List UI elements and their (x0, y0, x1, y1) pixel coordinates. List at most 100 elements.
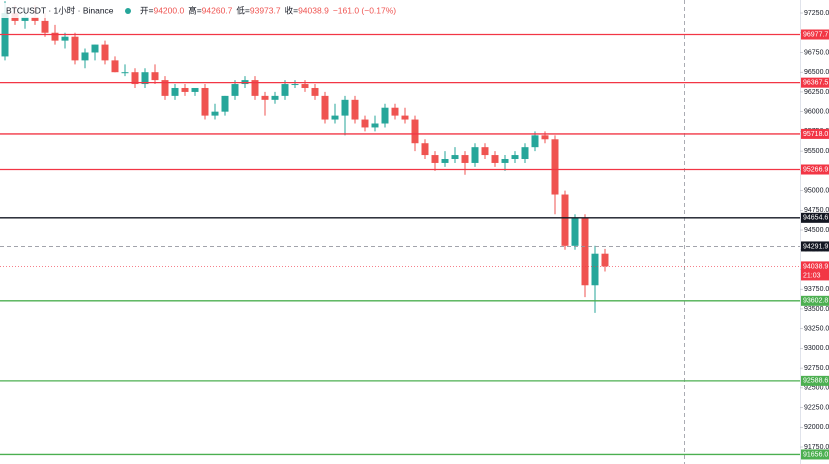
crosshair-label-bg (801, 241, 829, 252)
candle-body (381, 107, 389, 124)
candle-body (101, 44, 109, 61)
candle-body (571, 218, 579, 246)
candle-body (81, 52, 89, 61)
candle-body (211, 111, 219, 116)
candle-body (421, 143, 429, 156)
countdown-label: 21:03 (803, 272, 821, 279)
ohlc-value: 94260.7 (202, 5, 233, 15)
y-tick-label: 95500.0 (804, 148, 829, 155)
level-label-bg (801, 375, 829, 386)
last-price-bg (801, 261, 829, 281)
candle-body (561, 194, 569, 246)
candle-body (361, 119, 369, 128)
y-tick-label: 97250.0 (804, 10, 829, 17)
y-tick-label: 91750.0 (804, 444, 829, 451)
candle-body (41, 20, 49, 33)
candle-body (451, 155, 459, 160)
y-tick-label: 96500.0 (804, 69, 829, 76)
candle-body (301, 84, 309, 88)
candle-body (411, 119, 419, 144)
level-label: 91656.0 (803, 451, 828, 458)
candle-body (401, 115, 409, 120)
candle-body (341, 99, 349, 116)
level-label-bg (801, 212, 829, 223)
candle-body (371, 123, 379, 128)
candle-body (31, 16, 39, 21)
candle-body (181, 87, 189, 92)
ohlc-value: 94038.9 (298, 5, 329, 15)
y-tick-label: 93750.0 (804, 286, 829, 293)
candle-body (601, 253, 609, 267)
candle-body (191, 87, 199, 92)
symbol-title: BTCUSDT · 1小时 · Binance (6, 5, 114, 15)
candle-body (541, 135, 549, 140)
status-dot (125, 8, 131, 14)
candle-body (71, 36, 79, 61)
candle-body (51, 32, 59, 41)
crosshair-label: 94291.9 (803, 243, 828, 250)
level-label-bg (801, 128, 829, 139)
y-tick-label: 93500.0 (804, 306, 829, 313)
candle-body (591, 253, 599, 286)
candle-body (311, 87, 319, 96)
y-tick-label: 95000.0 (804, 187, 829, 194)
candle-body (161, 80, 169, 96)
y-tick-label: 92500.0 (804, 385, 829, 392)
candle-body (281, 84, 289, 96)
header-bg (0, 3, 370, 18)
level-label: 96977.7 (803, 31, 828, 38)
candle-body (201, 87, 209, 116)
level-label-bg (801, 164, 829, 175)
y-tick-label: 93000.0 (804, 345, 829, 352)
level-label: 93602.8 (803, 298, 828, 305)
ohlc-label: 收= (285, 5, 299, 15)
y-tick-label: 92750.0 (804, 365, 829, 372)
candle-body (471, 147, 479, 163)
candle-body (431, 155, 439, 163)
candle-body (21, 16, 29, 21)
level-label: 95266.9 (803, 166, 828, 173)
y-tick-label: 93250.0 (804, 326, 829, 333)
candle-body (121, 72, 129, 74)
candle-body (481, 147, 489, 156)
last-price-label: 94038.9 (803, 263, 828, 270)
candle-body (331, 115, 339, 120)
candle-body (271, 95, 279, 100)
ohlc-label: 高= (188, 5, 202, 15)
candle-body (501, 159, 509, 163)
candle-body (151, 72, 159, 81)
y-tick-label: 94500.0 (804, 227, 829, 234)
candle-body (171, 87, 179, 96)
candle-body (521, 147, 529, 160)
candle-body (131, 72, 139, 85)
candle-body (551, 139, 559, 195)
level-label-bg (801, 295, 829, 306)
candle-body (321, 95, 329, 120)
candle-body (291, 84, 299, 86)
candle-body (461, 155, 469, 163)
change-label: −161.0 (−0.17%) (333, 5, 396, 15)
y-tick-label: 96000.0 (804, 109, 829, 116)
candle-body (441, 159, 449, 163)
level-label-bg (801, 449, 829, 460)
candle-body (391, 107, 399, 116)
y-tick-label: 96750.0 (804, 49, 829, 56)
y-tick-label: 92250.0 (804, 404, 829, 411)
plot (1, 1, 609, 313)
candle-body (231, 84, 239, 96)
level-label: 96367.5 (803, 80, 828, 87)
level-label: 95718.0 (803, 131, 828, 138)
ohlc-label: 开= (140, 5, 154, 15)
y-tick-label: 94750.0 (804, 207, 829, 214)
candle-body (61, 36, 69, 41)
level-label: 94654.6 (803, 215, 828, 222)
ohlc-label: 低= (236, 5, 250, 15)
candle-body (491, 155, 499, 163)
candle-body (581, 218, 589, 286)
candle-body (141, 72, 149, 85)
ohlc-value: 94200.0 (153, 5, 184, 15)
candle-body (251, 80, 259, 96)
candle-body (531, 135, 539, 148)
